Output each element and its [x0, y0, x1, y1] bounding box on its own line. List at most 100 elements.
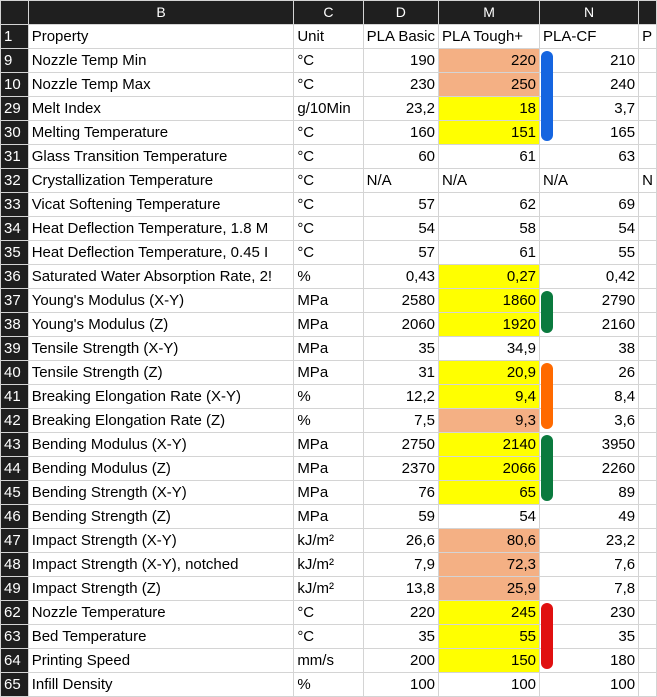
value-cell[interactable]: 23,2	[539, 528, 640, 553]
value-cell[interactable]: 3,6	[539, 408, 640, 433]
property-cell[interactable]: Crystallization Temperature	[27, 168, 295, 193]
property-cell[interactable]: Property	[27, 24, 295, 49]
value-cell[interactable]: 2140	[438, 432, 541, 457]
value-cell[interactable]: 100	[362, 672, 440, 697]
value-cell[interactable]: 61	[438, 144, 541, 169]
row-header[interactable]: 34	[0, 216, 29, 241]
value-cell[interactable]: PLA-CF	[539, 24, 640, 49]
value-cell[interactable]	[638, 240, 657, 265]
value-cell[interactable]: 25,9	[438, 576, 541, 601]
value-cell[interactable]	[638, 360, 657, 385]
property-cell[interactable]: Vicat Softening Temperature	[27, 192, 295, 217]
value-cell[interactable]: 9,4	[438, 384, 541, 409]
column-header-d[interactable]: D	[362, 0, 440, 25]
value-cell[interactable]: 2160	[539, 312, 640, 337]
row-header[interactable]: 10	[0, 72, 29, 97]
value-cell[interactable]: 55	[438, 624, 541, 649]
unit-cell[interactable]: MPa	[293, 432, 364, 457]
row-header[interactable]: 1	[0, 24, 29, 49]
value-cell[interactable]: P	[638, 24, 657, 49]
value-cell[interactable]: 58	[438, 216, 541, 241]
property-cell[interactable]: Young's Modulus (Z)	[27, 312, 295, 337]
property-cell[interactable]: Bending Strength (Z)	[27, 504, 295, 529]
property-cell[interactable]: Printing Speed	[27, 648, 295, 673]
value-cell[interactable]: 245	[438, 600, 541, 625]
value-cell[interactable]	[638, 72, 657, 97]
select-all-corner[interactable]	[0, 0, 29, 25]
value-cell[interactable]: 3,7	[539, 96, 640, 121]
value-cell[interactable]: 26	[539, 360, 640, 385]
value-cell[interactable]: 60	[362, 144, 440, 169]
unit-cell[interactable]: %	[293, 672, 364, 697]
value-cell[interactable]	[638, 216, 657, 241]
unit-cell[interactable]: °C	[293, 624, 364, 649]
property-cell[interactable]: Breaking Elongation Rate (X-Y)	[27, 384, 295, 409]
property-cell[interactable]: Breaking Elongation Rate (Z)	[27, 408, 295, 433]
value-cell[interactable]: 12,2	[362, 384, 440, 409]
value-cell[interactable]	[638, 552, 657, 577]
unit-cell[interactable]: %	[293, 384, 364, 409]
value-cell[interactable]: 57	[362, 240, 440, 265]
value-cell[interactable]: 100	[539, 672, 640, 697]
value-cell[interactable]: 63	[539, 144, 640, 169]
value-cell[interactable]: 230	[362, 72, 440, 97]
unit-cell[interactable]: °C	[293, 72, 364, 97]
value-cell[interactable]: 100	[438, 672, 541, 697]
unit-cell[interactable]: kJ/m²	[293, 552, 364, 577]
value-cell[interactable]	[638, 624, 657, 649]
value-cell[interactable]: PLA Basic	[362, 24, 440, 49]
value-cell[interactable]: 220	[438, 48, 541, 73]
property-cell[interactable]: Impact Strength (Z)	[27, 576, 295, 601]
row-header[interactable]: 48	[0, 552, 29, 577]
value-cell[interactable]: 0,43	[362, 264, 440, 289]
value-cell[interactable]: 69	[539, 192, 640, 217]
row-header[interactable]: 31	[0, 144, 29, 169]
row-header[interactable]: 32	[0, 168, 29, 193]
value-cell[interactable]: 65	[438, 480, 541, 505]
unit-cell[interactable]: mm/s	[293, 648, 364, 673]
unit-cell[interactable]: MPa	[293, 480, 364, 505]
row-header[interactable]: 63	[0, 624, 29, 649]
value-cell[interactable]: N/A	[362, 168, 440, 193]
unit-cell[interactable]: %	[293, 264, 364, 289]
value-cell[interactable]: 150	[438, 648, 541, 673]
value-cell[interactable]	[638, 144, 657, 169]
column-header-c[interactable]: C	[293, 0, 364, 25]
value-cell[interactable]: 250	[438, 72, 541, 97]
value-cell[interactable]	[638, 96, 657, 121]
property-cell[interactable]: Saturated Water Absorption Rate, 2!	[27, 264, 295, 289]
value-cell[interactable]: 54	[539, 216, 640, 241]
unit-cell[interactable]: °C	[293, 168, 364, 193]
column-header-n[interactable]: N	[539, 0, 640, 25]
unit-cell[interactable]: °C	[293, 144, 364, 169]
value-cell[interactable]: 2060	[362, 312, 440, 337]
value-cell[interactable]: 151	[438, 120, 541, 145]
value-cell[interactable]	[638, 120, 657, 145]
value-cell[interactable]	[638, 600, 657, 625]
row-header[interactable]: 40	[0, 360, 29, 385]
value-cell[interactable]: 1920	[438, 312, 541, 337]
value-cell[interactable]: 35	[362, 336, 440, 361]
row-header[interactable]: 35	[0, 240, 29, 265]
property-cell[interactable]: Nozzle Temp Min	[27, 48, 295, 73]
unit-cell[interactable]: MPa	[293, 312, 364, 337]
value-cell[interactable]: N/A	[539, 168, 640, 193]
row-header[interactable]: 64	[0, 648, 29, 673]
value-cell[interactable]: 76	[362, 480, 440, 505]
property-cell[interactable]: Melt Index	[27, 96, 295, 121]
value-cell[interactable]: 13,8	[362, 576, 440, 601]
row-header[interactable]: 38	[0, 312, 29, 337]
value-cell[interactable]: 0,42	[539, 264, 640, 289]
value-cell[interactable]	[638, 192, 657, 217]
row-header[interactable]: 33	[0, 192, 29, 217]
value-cell[interactable]	[638, 264, 657, 289]
unit-cell[interactable]: MPa	[293, 360, 364, 385]
unit-cell[interactable]: MPa	[293, 456, 364, 481]
property-cell[interactable]: Impact Strength (X-Y)	[27, 528, 295, 553]
property-cell[interactable]: Impact Strength (X-Y), notched	[27, 552, 295, 577]
property-cell[interactable]: Nozzle Temperature	[27, 600, 295, 625]
value-cell[interactable]: N/A	[438, 168, 541, 193]
value-cell[interactable]: 200	[362, 648, 440, 673]
value-cell[interactable]	[638, 432, 657, 457]
row-header[interactable]: 65	[0, 672, 29, 697]
